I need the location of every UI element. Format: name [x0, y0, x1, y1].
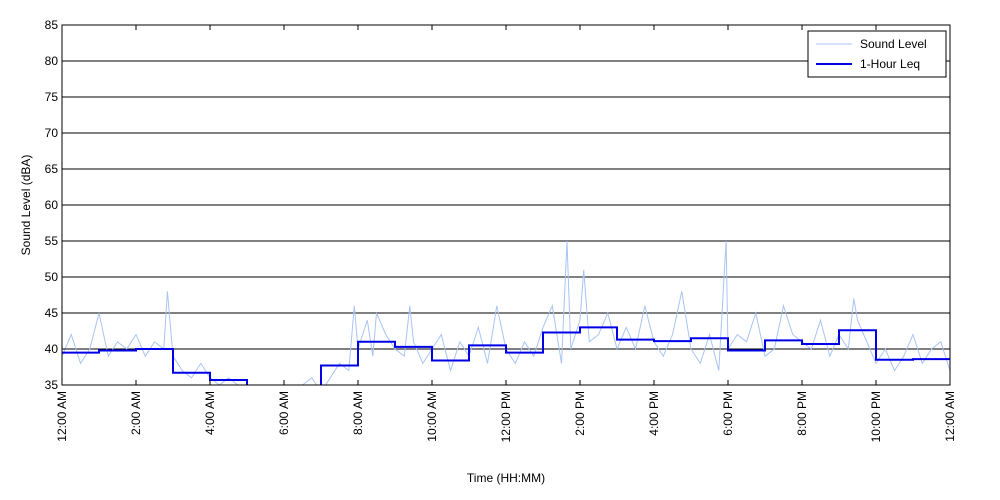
y-tick-label: 60	[45, 198, 59, 212]
legend-label-sound-level: Sound Level	[860, 37, 927, 51]
x-tick-label: 10:00 PM	[869, 391, 883, 442]
legend-box	[807, 30, 947, 78]
x-tick-label: 4:00 AM	[203, 391, 217, 435]
y-tick-label: 70	[45, 126, 59, 140]
legend: Sound Level 1-Hour Leq	[807, 30, 947, 78]
y-axis-title: Sound Level (dBA)	[19, 155, 33, 256]
y-tick-label: 50	[45, 270, 59, 284]
y-tick-label: 55	[45, 234, 59, 248]
y-tick-label: 65	[45, 162, 59, 176]
x-tick-label: 12:00 AM	[55, 391, 69, 442]
data-layer	[62, 240, 950, 385]
x-tick-label: 2:00 PM	[573, 391, 587, 436]
grid-layer	[62, 60, 950, 350]
legend-label-leq: 1-Hour Leq	[860, 57, 920, 71]
y-tick-label: 35	[45, 378, 59, 392]
axis-layer: 35 40 45 50 55 60 65 70 75 80 85 12:00 AM 2:00 AM 4:0…	[45, 18, 957, 442]
x-tick-label: 10:00 AM	[425, 391, 439, 442]
y-tick-label: 80	[45, 54, 59, 68]
x-tick-label: 8:00 AM	[351, 391, 365, 435]
x-tick-label: 12:00 AM	[943, 391, 957, 442]
series-leq-step-line	[62, 326, 950, 385]
x-tick-label: 6:00 PM	[721, 391, 735, 436]
x-tick-label: 2:00 AM	[129, 391, 143, 435]
x-tick-label: 12:00 PM	[499, 391, 513, 442]
y-tick-label: 75	[45, 90, 59, 104]
y-tick-label: 85	[45, 18, 59, 32]
x-tick-label: 6:00 AM	[277, 391, 291, 435]
x-axis-title: Time (HH:MM)	[467, 471, 545, 485]
x-tick-label: 4:00 PM	[647, 391, 661, 436]
x-tick-label: 8:00 PM	[795, 391, 809, 436]
y-tick-label: 40	[45, 342, 59, 356]
y-tick-label: 45	[45, 306, 59, 320]
